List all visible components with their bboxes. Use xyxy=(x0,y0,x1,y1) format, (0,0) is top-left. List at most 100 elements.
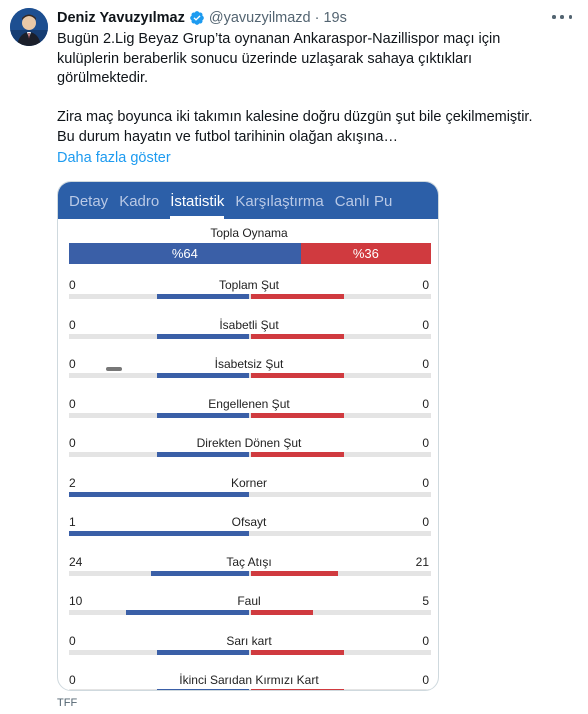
stat-home-value: 0 xyxy=(69,357,76,371)
stat-home-bar xyxy=(157,373,249,378)
stat-away-bar xyxy=(251,373,344,378)
stat-label: Taç Atışı xyxy=(226,554,272,569)
stat-label: Faul xyxy=(237,594,261,608)
stat-home-bar xyxy=(69,491,249,497)
tweet-line: Zira maç boyunca iki takımın kalesine do… xyxy=(57,109,533,126)
stat-home-bar xyxy=(150,570,249,576)
author-handle[interactable]: @yavuzyilmazd xyxy=(208,10,311,26)
stat-away-bar xyxy=(251,610,313,615)
stat-home-value: 1 xyxy=(69,515,76,529)
tweet-line: Bugün 2.Lig Beyaz Grup’ta oynanan Ankara… xyxy=(57,31,501,47)
stat-away-value: 0 xyxy=(422,475,429,490)
stat-track xyxy=(69,610,431,615)
possession-away: %36 xyxy=(300,243,431,264)
stat-home-value: 0 xyxy=(69,673,76,687)
stat-home-bar xyxy=(69,531,249,536)
stat-home-bar xyxy=(126,610,249,615)
tweet-time[interactable]: 19s xyxy=(323,10,347,26)
stat-away-bar xyxy=(251,333,344,339)
stat-home-value: 0 xyxy=(69,278,76,292)
stat-away-value: 0 xyxy=(422,633,429,648)
tweet-line: kulüplerin beraberlik sonucu üzerinde uz… xyxy=(57,50,473,67)
author-name[interactable]: Deniz Yavuzyılmaz xyxy=(57,10,185,26)
stat-away-bar xyxy=(251,649,344,655)
tab-canli: Canlı Pu xyxy=(334,193,393,210)
stat-home-bar xyxy=(157,412,249,418)
stat-away-bar xyxy=(251,452,344,457)
stat-away-value: 0 xyxy=(422,317,429,332)
tab-detay: Detay xyxy=(69,193,109,210)
stat-row: 2 Korner 0 xyxy=(65,472,433,511)
stat-track xyxy=(69,333,431,339)
stat-track xyxy=(69,373,431,378)
stat-track xyxy=(69,531,431,536)
stat-away-value: 0 xyxy=(422,515,429,529)
stat-home-bar xyxy=(157,649,249,655)
possession-bar: %64 %36 xyxy=(69,243,431,264)
stat-away-value: 0 xyxy=(422,278,429,292)
stat-home-value: 0 xyxy=(69,317,76,332)
stat-label: Direkten Dönen Şut xyxy=(196,436,302,450)
tab-kadro: Kadro xyxy=(119,193,160,210)
stat-home-bar xyxy=(157,333,249,339)
stat-track xyxy=(69,452,431,457)
stat-home-bar xyxy=(157,294,249,299)
stat-row: 0 İsabetsiz Şut 0 xyxy=(65,353,433,392)
stat-home-value: 24 xyxy=(69,554,83,569)
stat-away-value: 0 xyxy=(422,357,429,371)
stat-row: 0 Engellenen Şut 0 xyxy=(65,393,433,432)
stat-track xyxy=(69,412,431,418)
tweet-line: görülmektedir. xyxy=(57,70,149,87)
stat-away-bar xyxy=(251,689,344,690)
stat-row: 0 Sarı kart 0 xyxy=(65,630,433,669)
stat-row: 0 İkinci Sarıdan Kırmızı Kart 0 xyxy=(65,669,433,690)
stat-label: Ofsayt xyxy=(231,515,267,529)
tweet-header: Deniz Yavuzyılmaz @yavuzyilmazd · 19s xyxy=(57,9,347,27)
stat-away-bar xyxy=(251,570,338,576)
stat-away-value: 0 xyxy=(422,436,429,450)
stat-away-value: 0 xyxy=(422,673,429,687)
stat-track xyxy=(69,294,431,299)
stat-away-bar xyxy=(251,412,344,418)
stat-home-value: 0 xyxy=(69,396,76,411)
stat-row: 0 Toplam Şut 0 xyxy=(65,274,433,313)
stat-label: Engellenen Şut xyxy=(208,396,290,411)
stat-away-bar xyxy=(251,294,344,299)
stat-away-value: 21 xyxy=(415,554,429,569)
stat-track xyxy=(69,689,431,690)
more-options-icon[interactable] xyxy=(552,10,572,24)
image-smudge xyxy=(106,367,122,371)
tweet-text: Bugün 2.Lig Beyaz Grup’ta oynanan Ankara… xyxy=(57,30,577,148)
stat-label: İsabetli Şut xyxy=(219,317,279,332)
stat-label: İsabetsiz Şut xyxy=(214,357,284,371)
match-tabs: Detay Kadro İstatistik Karşılaştırma Can… xyxy=(58,182,438,219)
image-source: TFF xyxy=(57,697,78,709)
possession-home: %64 xyxy=(69,243,301,264)
stat-track xyxy=(69,649,431,655)
stat-away-value: 5 xyxy=(422,594,429,608)
avatar[interactable] xyxy=(10,8,48,46)
stat-row: 1 Ofsayt 0 xyxy=(65,511,433,550)
tab-istatistik: İstatistik xyxy=(170,182,225,219)
tab-karsilastirma: Karşılaştırma xyxy=(235,193,324,210)
stat-home-value: 0 xyxy=(69,436,76,450)
stat-track xyxy=(69,570,431,576)
stat-row: 0 Direkten Dönen Şut 0 xyxy=(65,432,433,471)
show-more-link[interactable]: Daha fazla göster xyxy=(57,150,171,166)
tweet-line: Bu durum hayatın ve futbol tarihinin ola… xyxy=(57,128,398,145)
stat-home-bar xyxy=(157,452,249,457)
stat-home-value: 10 xyxy=(69,594,83,608)
statistics-card: Topla Oynama %64 %36 0 Toplam Şut 0 0 İsabet… xyxy=(65,219,433,690)
stat-label: Sarı kart xyxy=(226,633,272,648)
stat-row: 24 Taç Atışı 21 xyxy=(65,551,433,590)
stat-home-value: 2 xyxy=(69,475,76,490)
stat-row: 10 Faul 5 xyxy=(65,590,433,629)
stat-row: 0 İsabetli Şut 0 xyxy=(65,314,433,353)
separator-dot: · xyxy=(314,10,320,26)
stat-label: İkinci Sarıdan Kırmızı Kart xyxy=(179,673,319,687)
tweet-image[interactable]: Detay Kadro İstatistik Karşılaştırma Can… xyxy=(57,181,439,691)
stat-home-value: 0 xyxy=(69,633,76,648)
stat-home-bar xyxy=(157,689,249,690)
verified-badge-icon xyxy=(190,11,204,25)
stat-track xyxy=(69,491,431,497)
